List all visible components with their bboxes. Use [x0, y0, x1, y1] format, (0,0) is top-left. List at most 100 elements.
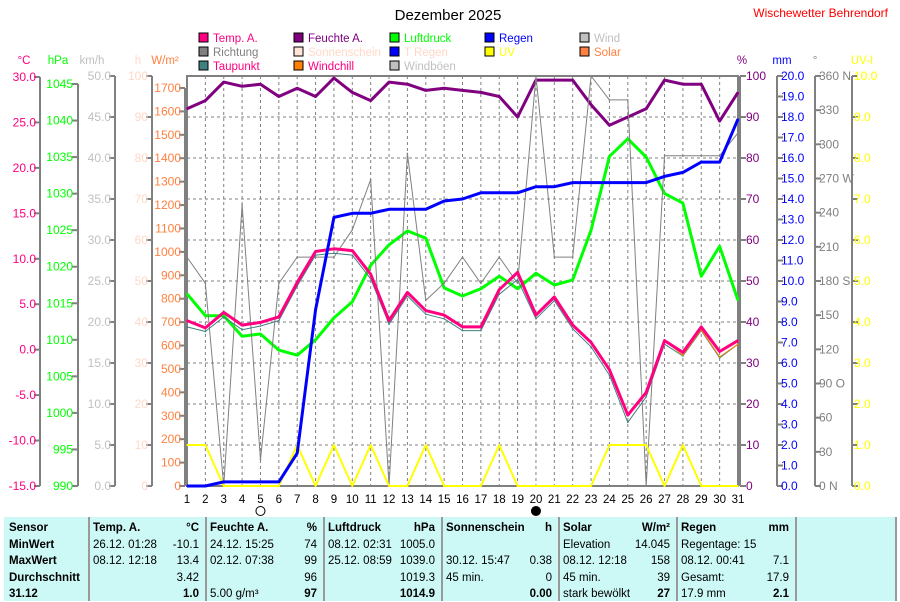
humidity-header: Feuchte A.: [210, 522, 269, 534]
pressure-tick-label: 1040: [46, 114, 73, 128]
data-point: [296, 452, 299, 455]
uv-tick-label: 1.0: [854, 438, 871, 452]
data-point: [498, 275, 501, 278]
solar-row-value: 39: [657, 571, 670, 584]
humidity-tick-label: 50: [746, 274, 760, 288]
legend-label: Windchill: [308, 61, 354, 73]
solar-row: 08.12. 12:18 158: [563, 553, 670, 569]
x-tick-label: 17: [474, 494, 487, 506]
rain-tick-label: 19.0: [781, 90, 805, 104]
direction-tick-label: 150: [819, 308, 839, 322]
x-tick-label: 20: [530, 494, 543, 506]
data-point: [608, 124, 611, 126]
data-point: [222, 481, 225, 483]
data-point: [718, 120, 721, 122]
sunshine-tick-label: 90: [135, 110, 149, 124]
sunshine-tick-label: 80: [135, 151, 149, 165]
data-point: [590, 341, 592, 344]
humidity-tick-label: 20: [746, 397, 760, 411]
sunshine-row: 0.00: [446, 586, 552, 602]
data-point: [314, 339, 317, 341]
data-point: [351, 249, 354, 252]
data-point: [516, 485, 519, 487]
data-point: [700, 161, 703, 163]
solar-unit: W/m²: [641, 522, 670, 534]
solar-axis-unit: W/m²: [151, 55, 179, 67]
data-point: [498, 192, 501, 194]
sunshine-tick-label: 10: [135, 438, 149, 452]
data-point: [461, 256, 464, 258]
data-point: [480, 329, 482, 332]
solar-row-text: 45 min.: [563, 571, 601, 584]
direction-tick-label: 270 W: [819, 172, 854, 186]
data-point: [682, 351, 684, 354]
rain-tick-label: 7.0: [781, 336, 798, 350]
full-moon-icon: [255, 506, 266, 516]
sunshine-tick-label: 50: [135, 274, 149, 288]
data-point: [682, 171, 684, 174]
pressure-row: 1014.9: [328, 586, 435, 602]
data-point: [241, 335, 243, 337]
data-point: [222, 316, 225, 318]
data-point: [351, 228, 354, 231]
data-point: [608, 368, 611, 371]
rain-tick-label: 11.0: [781, 254, 804, 268]
legend-swatch: [484, 46, 495, 57]
legend-label: Luftdruck: [404, 33, 452, 45]
pressure-header: Luftdruck: [328, 522, 382, 534]
data-point: [406, 83, 409, 85]
legend-swatch: [293, 32, 304, 43]
data-point: [700, 154, 703, 157]
sunshine-row-text: 30.12. 15:47: [446, 555, 510, 567]
data-point: [590, 103, 592, 106]
data-point: [186, 319, 188, 322]
x-tick-label: 26: [640, 494, 653, 506]
x-tick-label: 11: [365, 494, 377, 506]
solar-header: Solar: [563, 522, 592, 534]
data-point: [204, 99, 207, 102]
data-point: [645, 444, 647, 446]
solar-tick-label: 900: [161, 268, 181, 282]
solar-tick-label: 600: [161, 339, 181, 353]
data-point: [369, 99, 372, 102]
data-point: [333, 247, 335, 250]
x-tick-label: 8: [312, 494, 318, 506]
rain-row-value: 7.1: [773, 555, 789, 567]
sunshine-column: Sonnenschein h 30.12. 15:47 0.38 45 min. 0 0.0…: [441, 517, 560, 601]
pressure-column: Luftdruck hPa 08.12. 02:31 1005.0 25.12. 08:…: [323, 517, 443, 601]
statistics-table: Sensor MinWert MaxWert Durchschnitt 31.12 Tem…: [4, 517, 897, 601]
data-point: [369, 444, 372, 446]
data-point: [443, 317, 445, 320]
pressure-row: 25.12. 08:59 1039.0: [328, 553, 435, 569]
rain-row-value: 17.9: [766, 571, 789, 584]
x-tick-label: 28: [677, 494, 690, 506]
uv-tick-label: 7.0: [854, 192, 871, 206]
data-point: [333, 252, 335, 255]
x-tick-label: 2: [202, 494, 208, 506]
temp-tick-label: 10.0: [13, 252, 37, 266]
direction-tick-label: 180 S: [819, 274, 850, 288]
rain-row: Gesamt: 17.9: [681, 570, 789, 586]
pressure-tick-label: 990: [53, 479, 73, 493]
solar-tick-label: 1100: [155, 221, 181, 235]
wind-tick-label: 25.0: [88, 274, 112, 288]
data-point: [590, 181, 592, 184]
data-point: [278, 316, 280, 318]
direction-tick-label: 60: [819, 411, 833, 425]
rain-tick-label: 17.0: [781, 131, 805, 145]
uv-tick-label: 9.0: [854, 110, 871, 124]
rain-tick-label: 14.0: [781, 192, 805, 206]
rain-row: Regentage: 15: [681, 537, 789, 553]
uv-tick-label: 5.0: [854, 274, 871, 288]
wind-tick-label: 30.0: [88, 233, 112, 247]
sunshine-row-text: 45 min.: [446, 571, 484, 584]
x-tick-label: 24: [603, 494, 616, 506]
data-point: [406, 485, 409, 487]
sunshine-tick-label: 40: [135, 315, 149, 329]
data-point: [553, 284, 556, 286]
legend-label: Feuchte A.: [308, 33, 363, 45]
temp-row-value: 1.0: [183, 588, 199, 600]
pressure-row-value: 1005.0: [399, 538, 435, 551]
x-tick-label: 31: [732, 494, 745, 506]
uv-axis-unit: UV-I: [851, 55, 873, 67]
